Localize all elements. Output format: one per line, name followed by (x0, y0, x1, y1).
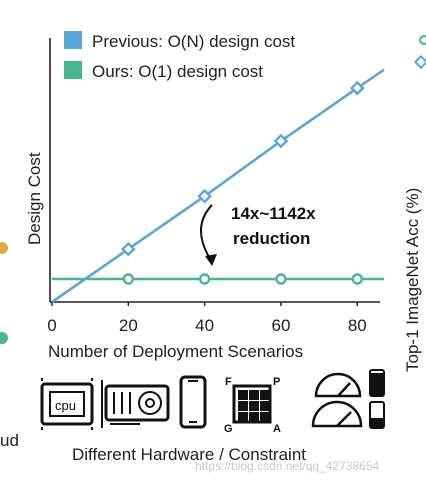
x-tick-group: 0 20 40 60 80 (47, 302, 367, 335)
left-panel-fragment: ud (0, 242, 19, 450)
point-ours-80 (351, 273, 363, 285)
right-panel-fragment: Top-1 ImageNet Acc (%) (403, 35, 426, 372)
x-axis-label: Number of Deployment Scenarios (48, 342, 303, 361)
gpu-icon (101, 380, 170, 428)
point-previous-20 (120, 241, 136, 257)
point-ours-40 (198, 273, 211, 285)
series-layer (51, 68, 385, 304)
fpga-letter-f: F (225, 376, 232, 388)
watermark: https://blog.csdn.net/qq_42738654 (195, 459, 379, 473)
legend-label-previous: Previous: O(N) design cost (92, 32, 295, 51)
left-marker-orange (0, 242, 8, 254)
left-marker-green (0, 332, 8, 344)
series-line-previous (51, 68, 385, 304)
legend-swatch-ours (64, 61, 82, 79)
point-previous-40 (197, 188, 212, 204)
right-y-axis-label: Top-1 ImageNet Acc (%) (403, 188, 422, 372)
legend-swatch-previous (64, 31, 82, 49)
legend: Previous: O(N) design cost Ours: O(1) de… (64, 31, 295, 81)
right-legend-marker-green (419, 35, 426, 45)
annotation-line2: reduction (233, 229, 310, 248)
point-previous-80 (349, 80, 365, 96)
x-tick-label-80: 80 (348, 316, 367, 335)
fpga-letter-g: G (224, 423, 233, 435)
x-tick-label-60: 60 (272, 316, 291, 335)
annotation-line1: 14x~1142x (231, 204, 316, 223)
x-tick-label-40: 40 (195, 316, 214, 335)
cpu-label: cpu (55, 398, 76, 413)
gauge-icon-top (314, 372, 362, 398)
right-legend-marker-blue (413, 54, 426, 70)
reduction-annotation: 14x~1142x reduction (200, 204, 316, 266)
battery-full-icon (369, 369, 385, 397)
left-fragment-text: ud (0, 431, 19, 450)
curved-arrow (200, 204, 213, 263)
arrow-head (205, 254, 217, 266)
point-ours-60 (275, 273, 287, 285)
point-ours-20 (122, 273, 135, 285)
legend-label-ours: Ours: O(1) design cost (92, 62, 263, 81)
gauge-icon-bottom (311, 400, 363, 428)
mobile-phone-icon (179, 375, 207, 429)
hardware-caption: Different Hardware / Constraint (72, 445, 306, 464)
fpga-letter-p: P (273, 376, 280, 388)
x-tick-label-20: 20 (119, 316, 138, 335)
fpga-letter-a: A (273, 423, 281, 435)
point-previous-60 (273, 133, 289, 149)
battery-low-icon (369, 401, 385, 429)
y-axis-label: Design Cost (25, 152, 44, 245)
fpga-icon: F P G A (224, 376, 281, 435)
hardware-icons: cpu F P (40, 369, 385, 435)
x-tick-label-0: 0 (47, 316, 56, 335)
cpu-icon: cpu (40, 378, 94, 430)
